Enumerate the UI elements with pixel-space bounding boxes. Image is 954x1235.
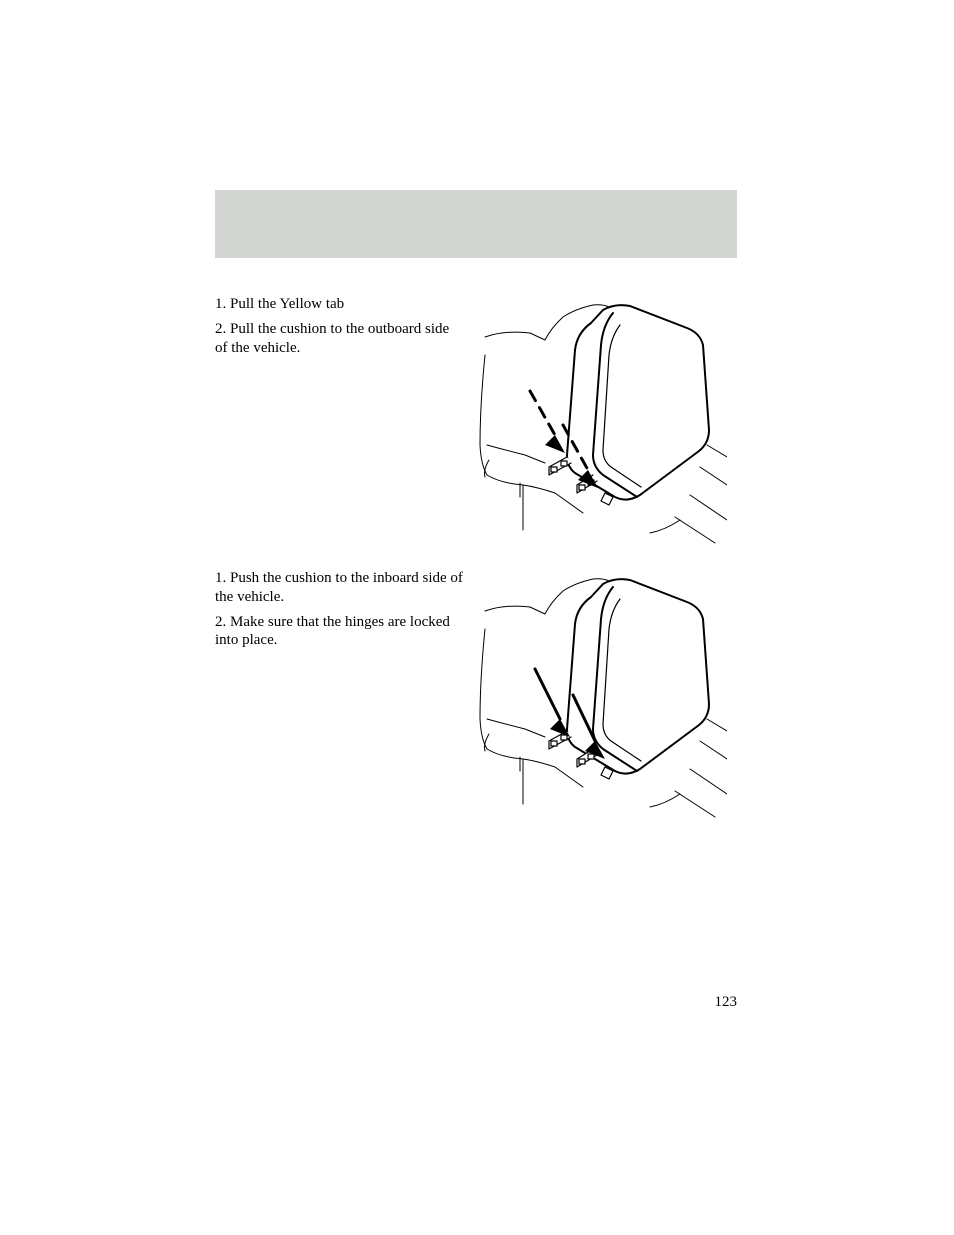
page-content: 1. Pull the Yellow tab 2. Pull the cushi… (215, 295, 737, 843)
seat-install-illustration (475, 569, 727, 819)
page-number: 123 (715, 994, 738, 1011)
instruction-section-remove: 1. Pull the Yellow tab 2. Pull the cushi… (215, 295, 737, 545)
text-column: 1. Push the cushion to the inboard side … (215, 569, 475, 656)
step-text: 1. Pull the Yellow tab (215, 295, 465, 314)
step-text: 2. Make sure that the hinges are locked … (215, 613, 465, 651)
text-column: 1. Pull the Yellow tab 2. Pull the cushi… (215, 295, 475, 363)
seat-removal-illustration (475, 295, 727, 545)
instruction-section-install: 1. Push the cushion to the inboard side … (215, 569, 737, 819)
step-text: 2. Pull the cushion to the outboard side… (215, 320, 465, 358)
step-text: 1. Push the cushion to the inboard side … (215, 569, 465, 607)
header-band (215, 190, 737, 258)
